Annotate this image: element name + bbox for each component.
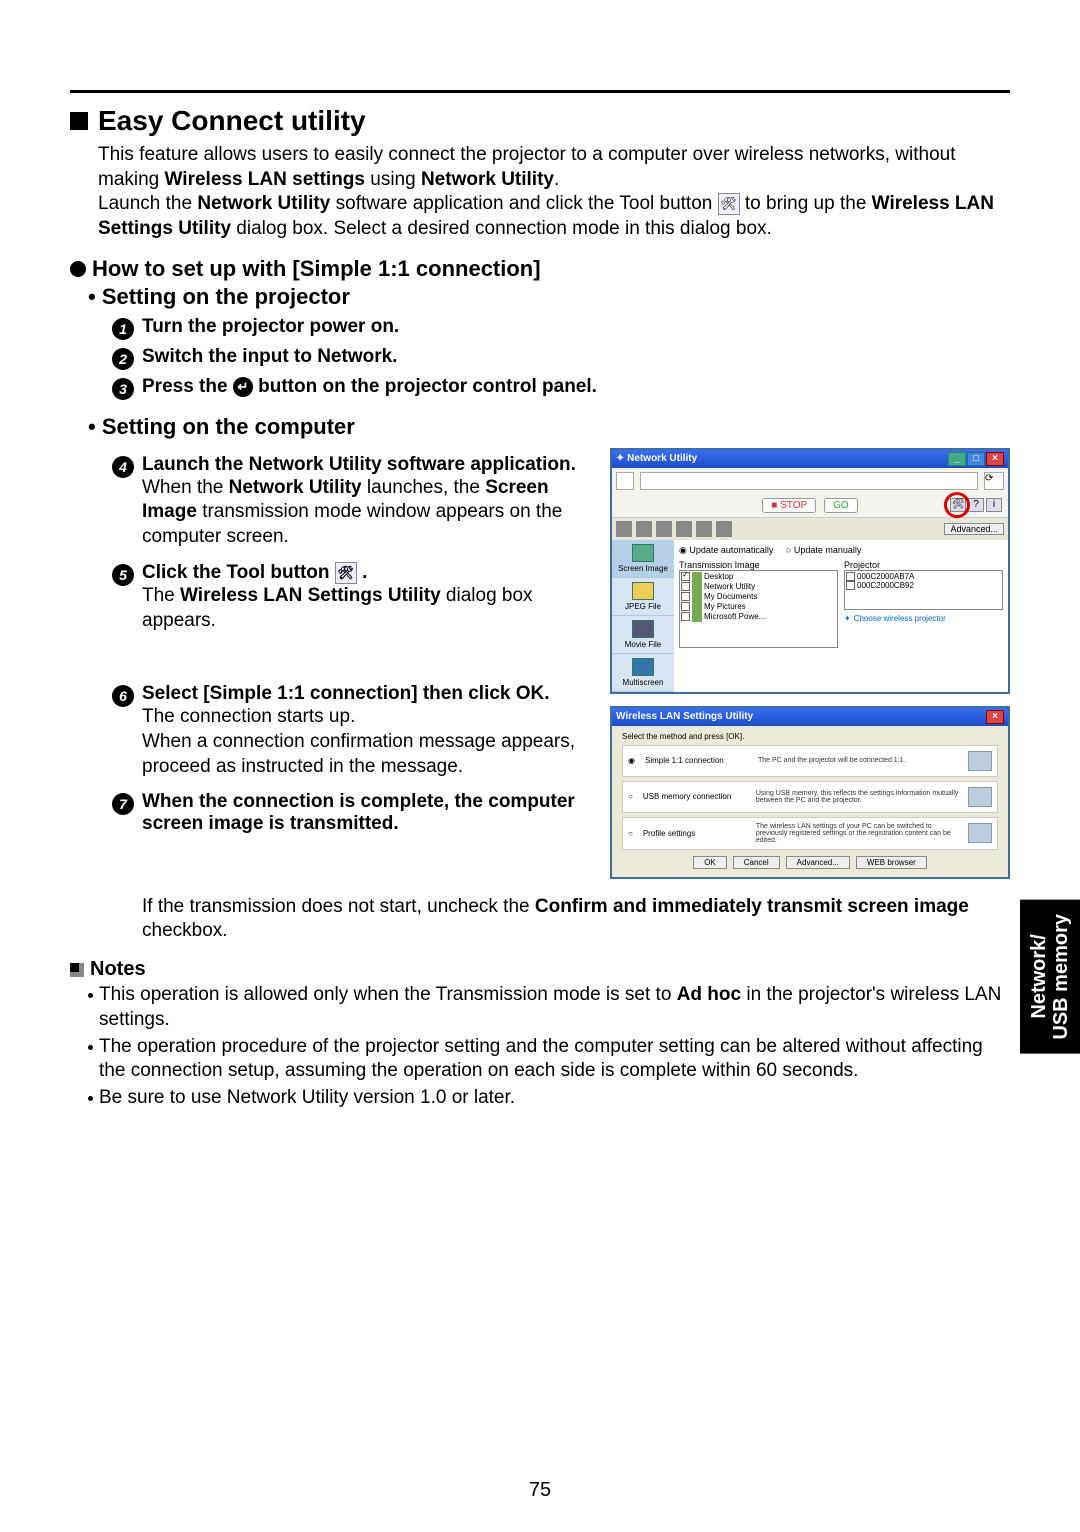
toolbar-icon[interactable] <box>656 521 672 537</box>
step-number-icon: 6 <box>112 685 134 707</box>
col-label: Projector <box>844 560 1003 570</box>
step-5: 5 Click the Tool button 🛠 . The Wireless… <box>112 562 590 633</box>
tool-icon: 🛠 <box>718 193 740 215</box>
section-heading: Easy Connect utility <box>70 105 1010 137</box>
titlebar: ✦ Network Utility _□× <box>612 450 1008 468</box>
window-controls[interactable]: _□× <box>947 452 1004 466</box>
maximize-icon: □ <box>967 452 985 466</box>
icon-toolbar: Advanced... <box>612 517 1008 540</box>
tab-movie-file[interactable]: Movie File <box>612 616 674 654</box>
go-button[interactable]: GO <box>824 498 858 513</box>
connection-option[interactable]: ○USB memory connectionUsing USB memory, … <box>622 781 998 813</box>
list-item[interactable]: My Documents <box>681 592 836 602</box>
step-4: 4 Launch the Network Utility software ap… <box>112 454 590 550</box>
list-item[interactable]: 000C2000AB7A <box>846 572 1001 581</box>
network-utility-screenshot: ✦ Network Utility _□× ⟳ ■ STOP GO 🛠 ? <box>610 448 1010 694</box>
step-2: 2 Switch the input to Network. <box>112 346 1010 370</box>
toolbar: ⟳ <box>612 468 1008 494</box>
highlight-circle-icon <box>944 492 970 518</box>
step-number-icon: 7 <box>112 793 134 815</box>
close-icon: × <box>986 452 1004 466</box>
step-number-icon: 5 <box>112 564 134 586</box>
side-tabs: Screen Image JPEG File Movie File Multis… <box>612 540 674 692</box>
toolbar-icon[interactable] <box>676 521 692 537</box>
titlebar: Wireless LAN Settings Utility × <box>612 708 1008 726</box>
address-field[interactable] <box>640 472 978 490</box>
note-item: This operation is allowed only when the … <box>88 983 1010 1032</box>
list-item[interactable]: 000C2000CB92 <box>846 581 1001 590</box>
connection-option[interactable]: ○Profile settingsThe wireless LAN settin… <box>622 817 998 850</box>
step-4-body: When the Network Utility launches, the S… <box>142 476 590 550</box>
stop-button[interactable]: ■ STOP <box>762 498 816 513</box>
tool-icon: 🛠 <box>335 562 357 584</box>
info-icon[interactable]: i <box>986 498 1002 512</box>
advanced-button[interactable]: Advanced... <box>944 523 1004 535</box>
transmission-listbox[interactable]: DesktopNetwork UtilityMy DocumentsMy Pic… <box>679 570 838 648</box>
step-number-icon: 3 <box>112 378 134 400</box>
advanced-button[interactable]: Advanced... <box>786 856 850 869</box>
step-number-icon: 4 <box>112 456 134 478</box>
close-icon: × <box>986 710 1004 724</box>
ok-button[interactable]: OK <box>693 856 727 869</box>
webbrowser-button[interactable]: WEB browser <box>856 856 927 869</box>
step-1: 1 Turn the projector power on. <box>112 316 1010 340</box>
list-item[interactable]: My Pictures <box>681 602 836 612</box>
list-item[interactable]: Microsoft Powe... <box>681 612 836 622</box>
projector-listbox[interactable]: 000C2000AB7A000C2000CB92 <box>844 570 1003 610</box>
help-icon[interactable]: ? <box>968 498 984 512</box>
return-button-icon: ↵ <box>233 377 253 397</box>
setting-projector-heading: • Setting on the projector <box>88 284 1010 310</box>
step-5-body: The Wireless LAN Settings Utility dialog… <box>142 584 590 633</box>
list-item[interactable]: Network Utility <box>681 582 836 592</box>
h1-text: Easy Connect utility <box>98 105 366 137</box>
step-number-icon: 1 <box>112 318 134 340</box>
step-number-icon: 2 <box>112 348 134 370</box>
notes-bullet-icon <box>70 963 84 977</box>
col-label: Transmission Image <box>679 560 838 570</box>
intro-paragraph-2: Launch the Network Utility software appl… <box>98 192 1010 241</box>
side-tab: Network/ USB memory <box>1020 900 1080 1054</box>
toolbar-icon[interactable] <box>696 521 712 537</box>
update-mode-radios[interactable]: ◉ Update automatically ○ Update manually <box>679 545 1003 556</box>
note-item: Be sure to use Network Utility version 1… <box>88 1086 1010 1111</box>
dot-bullet-icon <box>70 261 86 277</box>
cancel-button[interactable]: Cancel <box>733 856 780 869</box>
choose-projector-link[interactable]: ✦Choose wireless projector <box>844 614 1003 623</box>
toolbar-icon[interactable] <box>616 521 632 537</box>
step-6: 6 Select [Simple 1:1 connection] then cl… <box>112 683 590 779</box>
dialog-buttons: OK Cancel Advanced... WEB browser <box>622 856 998 869</box>
tab-screen-image[interactable]: Screen Image <box>612 540 674 578</box>
nav-icon[interactable]: ⟳ <box>984 472 1004 490</box>
tab-jpeg-file[interactable]: JPEG File <box>612 578 674 616</box>
subsection-heading: How to set up with [Simple 1:1 connectio… <box>70 256 1010 282</box>
list-item[interactable]: Desktop <box>681 572 836 582</box>
square-bullet-icon <box>70 112 88 130</box>
window-controls[interactable]: × <box>985 710 1004 724</box>
toolbar-icon[interactable] <box>636 521 652 537</box>
notes-heading: Notes <box>70 958 1010 981</box>
step-3: 3 Press the ↵ button on the projector co… <box>112 376 1010 400</box>
instruction-text: Select the method and press [OK]. <box>622 732 998 741</box>
status-icon <box>616 472 634 490</box>
setting-computer-heading: • Setting on the computer <box>88 414 1010 440</box>
step-7: 7 When the connection is complete, the c… <box>112 791 590 835</box>
page-number: 75 <box>0 1479 1080 1502</box>
step-6-body: The connection starts up. When a connect… <box>142 705 590 779</box>
step-7-body: If the transmission does not start, unch… <box>142 895 1010 944</box>
connection-option[interactable]: ◉Simple 1:1 connectionThe PC and the pro… <box>622 745 998 777</box>
minimize-icon: _ <box>948 452 966 466</box>
control-row: ■ STOP GO 🛠 ? i <box>612 494 1008 517</box>
wlan-settings-screenshot: Wireless LAN Settings Utility × Select t… <box>610 706 1010 879</box>
note-item: The operation procedure of the projector… <box>88 1035 1010 1084</box>
tab-multiscreen[interactable]: Multiscreen <box>612 654 674 692</box>
intro-paragraph-1: This feature allows users to easily conn… <box>98 143 1010 192</box>
toolbar-icon[interactable] <box>716 521 732 537</box>
